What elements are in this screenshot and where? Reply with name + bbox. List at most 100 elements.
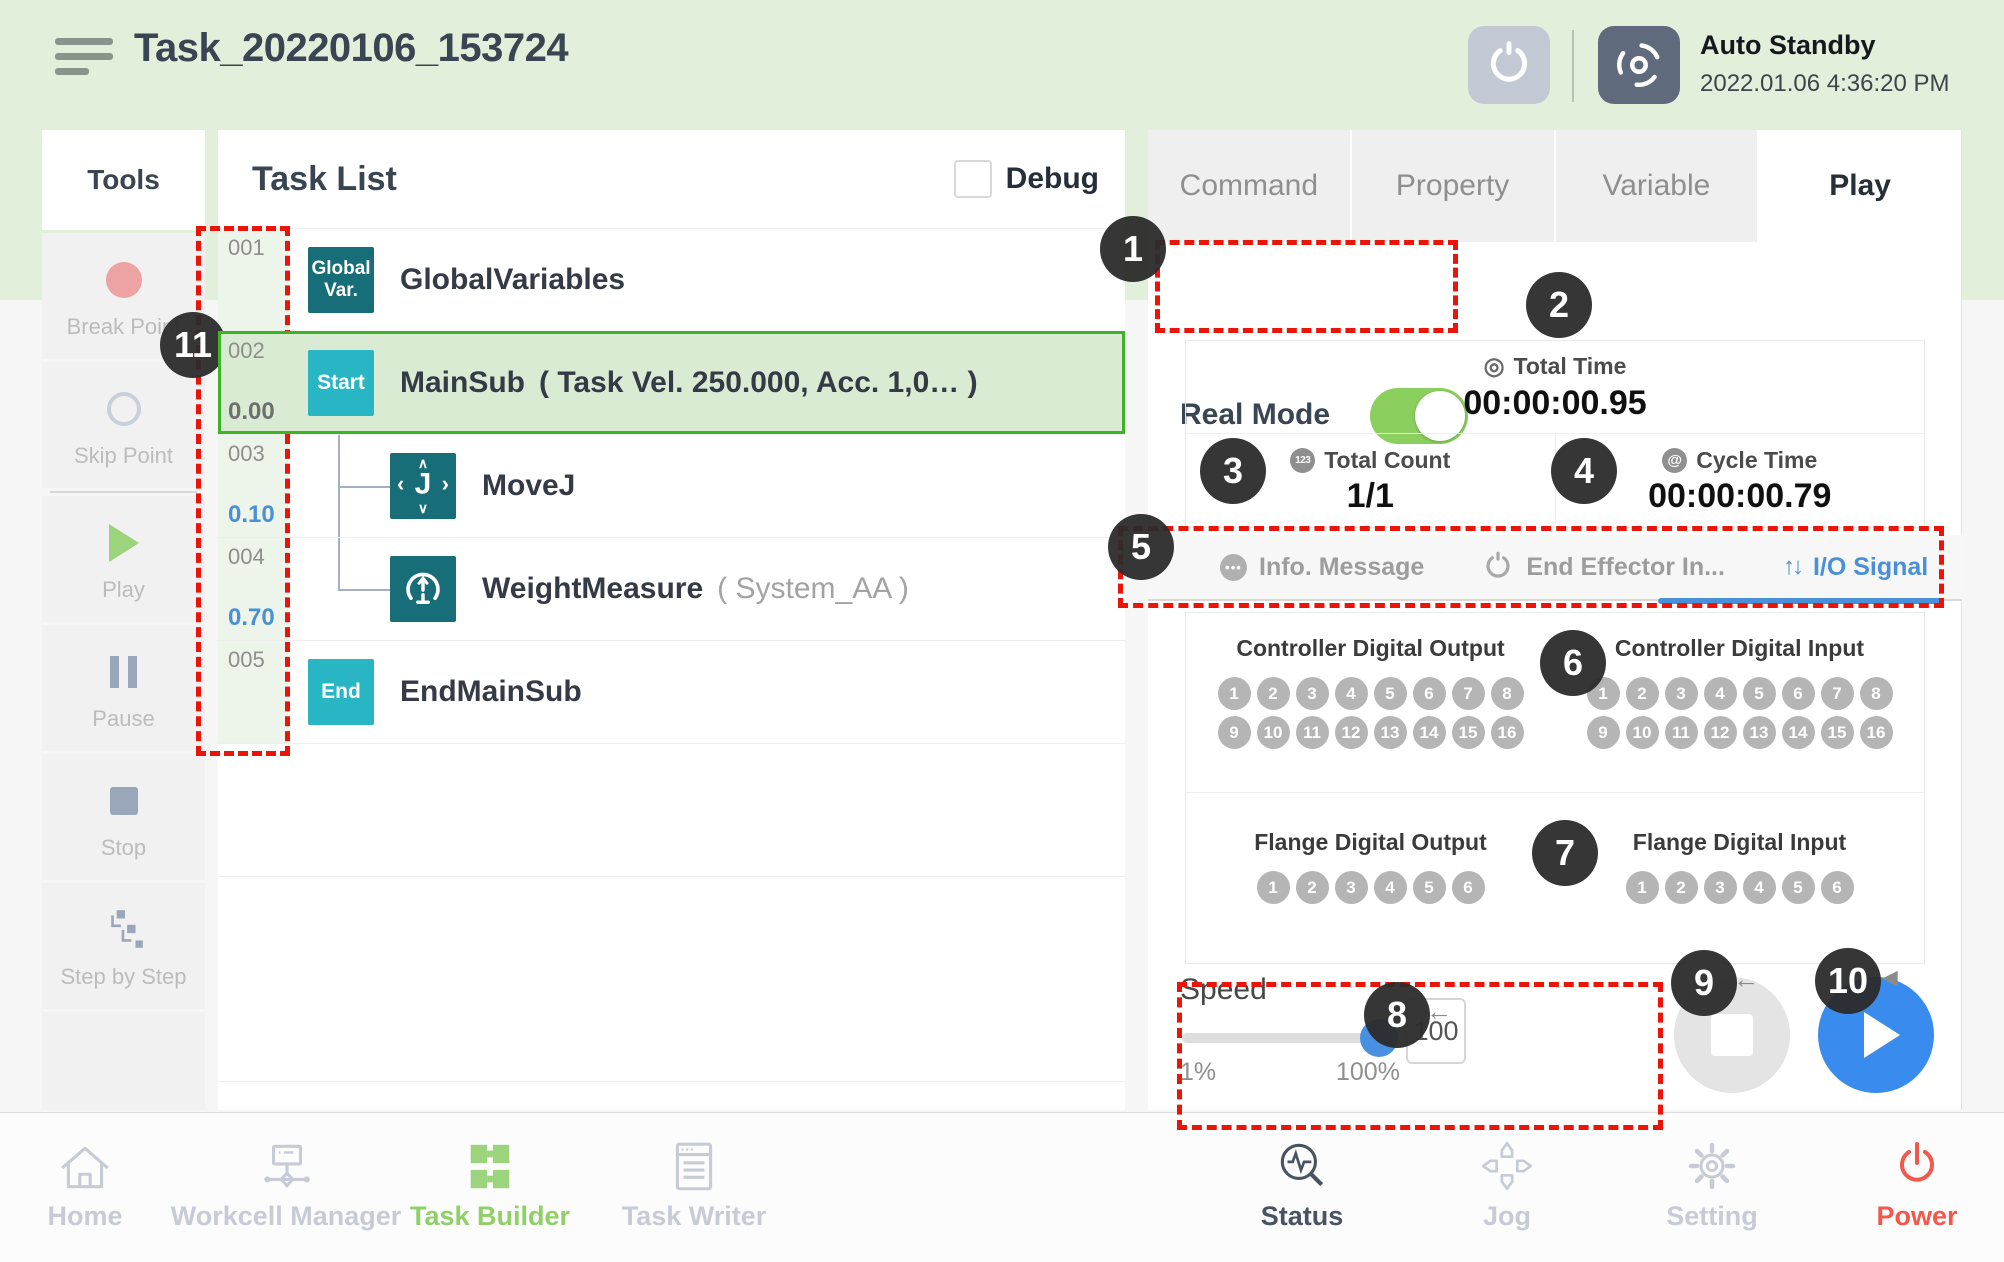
home-icon: [56, 1127, 114, 1193]
stop-icon: [109, 787, 138, 815]
task-row[interactable]: 001 Global Var. J‹›∧∨: [218, 228, 1125, 331]
io-indicator: 3: [1295, 677, 1329, 710]
end-effector-button[interactable]: [1468, 26, 1550, 104]
playback-stats-card: ◎ Total Time 00:00:00.95 123 Total Count…: [1185, 340, 1925, 528]
io-indicator: 14: [1412, 716, 1446, 749]
line-speed-value: 0.70: [228, 604, 275, 631]
io-indicator: 6: [1781, 677, 1815, 710]
controller-digital-output-title: Controller Digital Output: [1236, 635, 1505, 661]
command-icon: J‹›∧∨: [390, 556, 456, 622]
io-indicator: 1: [1625, 871, 1659, 904]
workcell-manager-icon: [257, 1127, 315, 1193]
nav-power[interactable]: Power: [1832, 1113, 2002, 1262]
speed-slider-knob[interactable]: [1360, 1019, 1398, 1057]
playback-stop-button[interactable]: [1674, 977, 1790, 1093]
end-effector-icon: [1482, 551, 1514, 583]
play-tool-button[interactable]: Play: [42, 496, 205, 622]
line-number: 001: [228, 235, 265, 260]
task-row[interactable]: 003 0.10 J ‹ › ∧ ∨: [218, 434, 1125, 537]
vortex-icon: [1613, 39, 1665, 91]
command-label: GlobalVariables: [400, 263, 626, 296]
line-number: 004: [228, 544, 265, 569]
subtab-io-signal[interactable]: ↑↓ I/O Signal: [1782, 552, 1929, 581]
pause-icon: [110, 656, 137, 688]
robot-mode-button[interactable]: [1598, 26, 1680, 104]
tab-variable[interactable]: Variable: [1553, 130, 1758, 242]
io-indicator: 9: [1586, 716, 1620, 749]
hamburger-menu-icon[interactable]: [55, 38, 117, 84]
empty-task-row[interactable]: [218, 1081, 1125, 1110]
pause-tool-button[interactable]: Pause: [42, 625, 205, 751]
io-indicator: 4: [1703, 677, 1737, 710]
active-subtab-underline: [1658, 598, 1942, 604]
io-indicator: 8: [1859, 677, 1893, 710]
weight-gauge-icon: [400, 566, 446, 612]
nav-workcell-manager[interactable]: Workcell Manager: [171, 1113, 401, 1262]
tree-connector-horizontal: [338, 589, 390, 591]
task-row[interactable]: 004 0.70 J‹›∧∨: [218, 537, 1125, 640]
subtab-end-effector[interactable]: End Effector In...: [1482, 551, 1725, 583]
nav-setting[interactable]: Setting: [1627, 1113, 1797, 1262]
io-indicator: 1: [1217, 677, 1251, 710]
playback-play-button[interactable]: [1818, 977, 1934, 1093]
nav-task-builder[interactable]: Task Builder: [405, 1113, 575, 1262]
io-indicator: 7: [1820, 677, 1854, 710]
io-indicator: 2: [1256, 677, 1290, 710]
speed-slider-track[interactable]: [1182, 1033, 1396, 1043]
nav-status[interactable]: Status: [1217, 1113, 1387, 1262]
io-signal-icon: ↑↓: [1782, 553, 1804, 580]
line-number-cell: 003 0.10: [218, 435, 288, 537]
io-indicator: 3: [1664, 677, 1698, 710]
task-row[interactable]: 002 0.00 Start J‹›∧∨: [218, 331, 1125, 434]
step-by-step-button[interactable]: Step by Step: [42, 883, 205, 1009]
tab-command[interactable]: Command: [1148, 130, 1350, 242]
io-indicator: 14: [1781, 716, 1815, 749]
subtab-info-message[interactable]: ••• Info. Message: [1220, 553, 1424, 582]
empty-task-row[interactable]: [218, 876, 1125, 1081]
total-time-icon: ◎: [1483, 352, 1505, 380]
task-rows: 001 Global Var. J‹›∧∨: [218, 228, 1125, 743]
command-icon: J‹›∧∨: [390, 453, 456, 519]
debug-checkbox[interactable]: [953, 160, 992, 198]
io-indicator: 4: [1373, 871, 1407, 904]
io-indicator: 5: [1373, 677, 1407, 710]
nav-jog[interactable]: Jog: [1422, 1113, 1592, 1262]
task-row[interactable]: 005 End J‹›∧∨: [218, 640, 1125, 743]
tools-panel-title: Tools: [42, 130, 205, 230]
task-title: Task_20220106_153724: [134, 26, 569, 70]
tab-play[interactable]: Play: [1757, 130, 1961, 242]
skip-point-button[interactable]: Skip Point: [42, 362, 205, 488]
break-point-button[interactable]: Break Point: [42, 233, 205, 359]
tree-connector-vertical: [338, 538, 340, 592]
io-indicator: 12: [1334, 716, 1368, 749]
command-label: WeightMeasure: [482, 572, 704, 605]
total-count-label: Total Count: [1324, 446, 1451, 473]
line-speed-value: 0.00: [228, 398, 275, 425]
line-number-cell: 004 0.70: [218, 538, 288, 640]
real-mode-toggle[interactable]: [1370, 388, 1468, 444]
io-indicator: 10: [1625, 716, 1659, 749]
speed-value-input[interactable]: [1406, 998, 1466, 1064]
nav-task-writer[interactable]: Task Writer: [609, 1113, 779, 1262]
real-mode-label: Real Mode: [1180, 398, 1331, 431]
line-number: 003: [228, 441, 265, 466]
command-label: MainSub: [400, 366, 525, 399]
io-indicator: 13: [1742, 716, 1776, 749]
nav-home[interactable]: Home: [0, 1113, 170, 1262]
status-icon: [1273, 1127, 1331, 1193]
io-indicator: 15: [1451, 716, 1485, 749]
tab-property[interactable]: Property: [1349, 130, 1554, 242]
controller-digital-input-title: Controller Digital Input: [1614, 635, 1865, 661]
stop-tool-button[interactable]: Stop: [42, 754, 205, 880]
tools-divider: [50, 491, 197, 493]
speed-min-label: 1%: [1180, 1058, 1217, 1086]
io-indicator: 2: [1295, 871, 1329, 904]
command-label: EndMainSub: [400, 675, 582, 708]
empty-task-row[interactable]: [218, 743, 1125, 876]
task-list-title: Task List: [252, 159, 397, 198]
task-writer-icon: [665, 1127, 723, 1193]
stop-tool-label: Stop: [100, 835, 147, 860]
info-message-icon: •••: [1220, 553, 1247, 581]
